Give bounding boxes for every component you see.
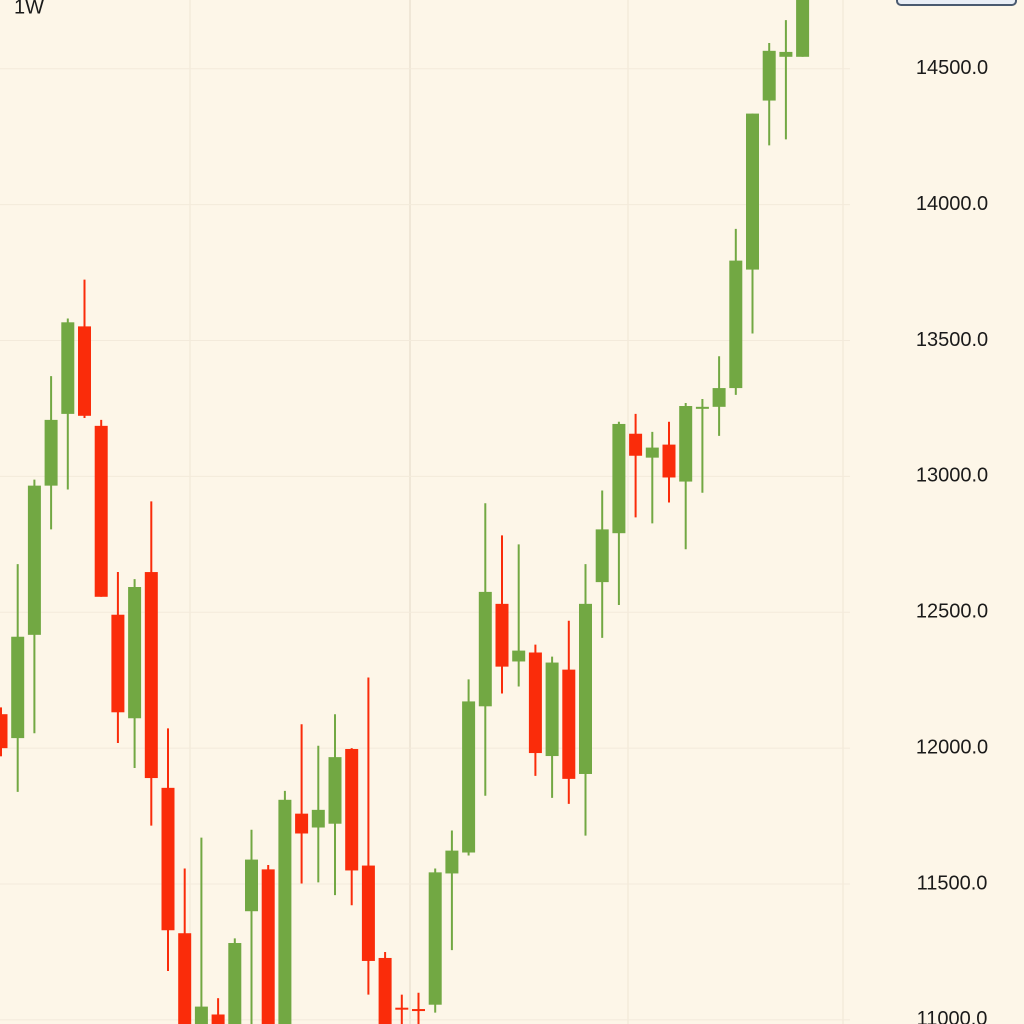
candle-body [595, 529, 609, 583]
candle-body [144, 572, 158, 779]
candle-body [545, 662, 559, 757]
candle-body [295, 813, 309, 834]
grid [0, 68, 850, 1021]
candle-body [261, 869, 275, 1024]
candle-body [629, 433, 643, 456]
candle-body [228, 943, 242, 1024]
candle-body [495, 603, 509, 667]
candle-body [712, 388, 726, 407]
y-axis: 11000.0 11500.0 12000.0 12500.0 13000.0 13500… [916, 57, 988, 1024]
y-tick-label: 13000.0 [916, 465, 988, 487]
candle-body [695, 406, 709, 409]
candle-body [779, 51, 793, 57]
candle-body [178, 933, 192, 1024]
candle-body [328, 757, 342, 824]
candle-body [612, 423, 626, 534]
candle-body [378, 957, 392, 1024]
candle-body [44, 419, 58, 486]
candle-body [662, 444, 676, 478]
candle-body [11, 636, 25, 739]
y-tick-label: 12000.0 [916, 736, 988, 758]
button[interactable] [896, 0, 1017, 6]
candle-body [528, 652, 542, 754]
candle-body [345, 748, 359, 871]
candle-body [27, 485, 41, 635]
candle-body [746, 113, 759, 270]
candle-body [762, 50, 776, 101]
y-tick-label: 13500.0 [916, 329, 988, 351]
y-tick-label: 11500.0 [917, 872, 988, 894]
y-tick-label: 14500.0 [916, 57, 988, 79]
candle-body [579, 603, 592, 774]
candle-body [512, 650, 526, 662]
y-tick-label: 14000.0 [916, 193, 988, 215]
candle-body [679, 406, 693, 482]
candle-body [361, 865, 375, 961]
candle-body [111, 614, 125, 713]
candle-body [0, 714, 8, 749]
candle-body [94, 425, 108, 597]
candle-body [796, 0, 810, 57]
candle-body [311, 809, 325, 828]
y-tick-label: 11000.0 [917, 1008, 988, 1024]
vertical-grid [189, 0, 844, 1024]
candle-body [462, 701, 476, 853]
candle-body [128, 587, 142, 719]
y-tick-label: 12500.0 [916, 601, 988, 623]
candle-body [729, 260, 743, 389]
candle-body [562, 669, 576, 779]
candle-body [78, 326, 91, 416]
candle-body [278, 799, 292, 1024]
candle-body [211, 1014, 225, 1024]
candle-body [645, 447, 659, 458]
candle-body [445, 850, 459, 874]
candle-body [478, 591, 492, 707]
plot-area [0, 0, 810, 1024]
candle-body [161, 787, 175, 931]
interval-label: 1W [14, 0, 44, 18]
candle-body [428, 872, 442, 1005]
candle-body [245, 859, 258, 912]
candle-body [395, 1007, 409, 1010]
candle-body [194, 1006, 208, 1024]
candle-body [61, 322, 75, 414]
candle-body [412, 1009, 425, 1012]
